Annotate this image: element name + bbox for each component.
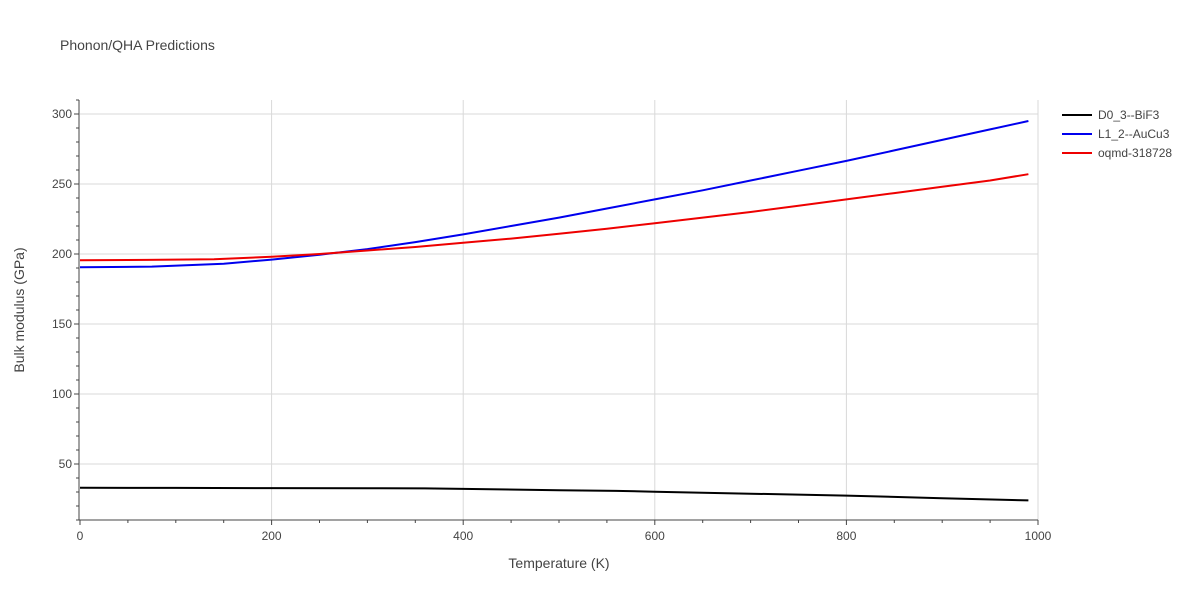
series-line-2	[79, 120, 1029, 269]
y-tick-label: 250	[52, 177, 72, 191]
legend-label: L1_2--AuCu3	[1098, 127, 1170, 141]
y-tick-label: 50	[59, 457, 73, 471]
y-tick-label: 300	[52, 107, 72, 121]
x-tick-label: 400	[453, 529, 473, 543]
chart-title: Phonon/QHA Predictions	[60, 37, 215, 53]
x-tick-label: 800	[836, 529, 856, 543]
legend: D0_3--BiF3 L1_2--AuCu3 oqmd-318728	[1062, 108, 1172, 160]
y-tick-label: 150	[52, 317, 72, 331]
legend-label: D0_3--BiF3	[1098, 108, 1160, 122]
series-line-1	[79, 486, 1029, 502]
y-tick-label: 200	[52, 247, 72, 261]
series-group	[79, 120, 1029, 502]
x-tick-label: 600	[645, 529, 665, 543]
x-axis-title: Temperature (K)	[508, 555, 609, 571]
y-axis-title: Bulk modulus (GPa)	[11, 247, 27, 372]
x-tick-label: 200	[262, 529, 282, 543]
legend-label: oqmd-318728	[1098, 146, 1172, 160]
x-tick-label: 1000	[1025, 529, 1052, 543]
y-tick-label: 100	[52, 387, 72, 401]
series-line-3	[79, 173, 1029, 262]
axes: 0 200 400 600 800 1000 50 100 150 200 250 300	[52, 99, 1052, 543]
x-tick-label: 0	[77, 529, 84, 543]
grid	[80, 100, 1039, 520]
